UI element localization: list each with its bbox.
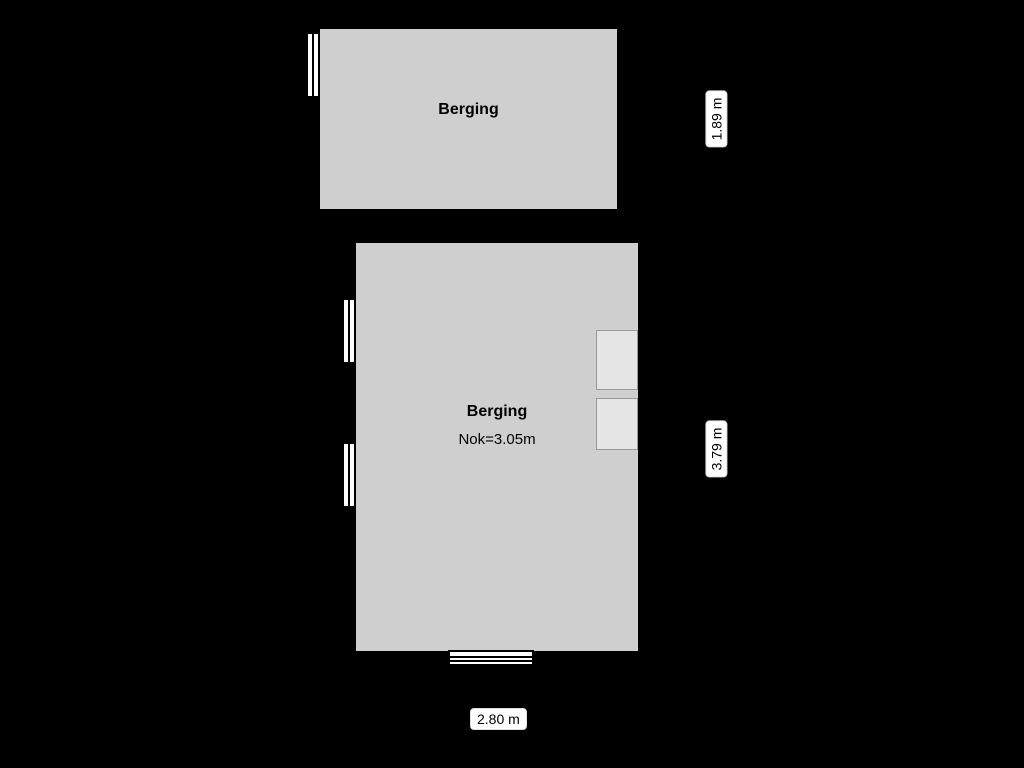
fixture-1 (596, 330, 638, 390)
dim-tick (699, 22, 709, 23)
room-top: Berging (313, 22, 624, 216)
window-top-left (306, 32, 320, 98)
window-mid-left-1 (342, 298, 356, 364)
dim-tick (644, 711, 645, 721)
dim-tick (699, 215, 709, 216)
dim-tick (699, 236, 709, 237)
floorplan-stage: { "background_color":"#000000", "room_fi… (0, 0, 1024, 768)
fixture-2 (596, 398, 638, 450)
dim-label-bottom-width: 2.80 m (470, 708, 527, 730)
dim-label-bottom-height: 3.79 m (705, 421, 727, 478)
door-bottom (448, 650, 534, 666)
room-top-label: Berging (320, 101, 617, 119)
dim-tick (699, 657, 709, 658)
window-mid-left-2 (342, 442, 356, 508)
dim-tick (349, 711, 350, 721)
dim-label-top-height: 1.89 m (705, 91, 727, 148)
